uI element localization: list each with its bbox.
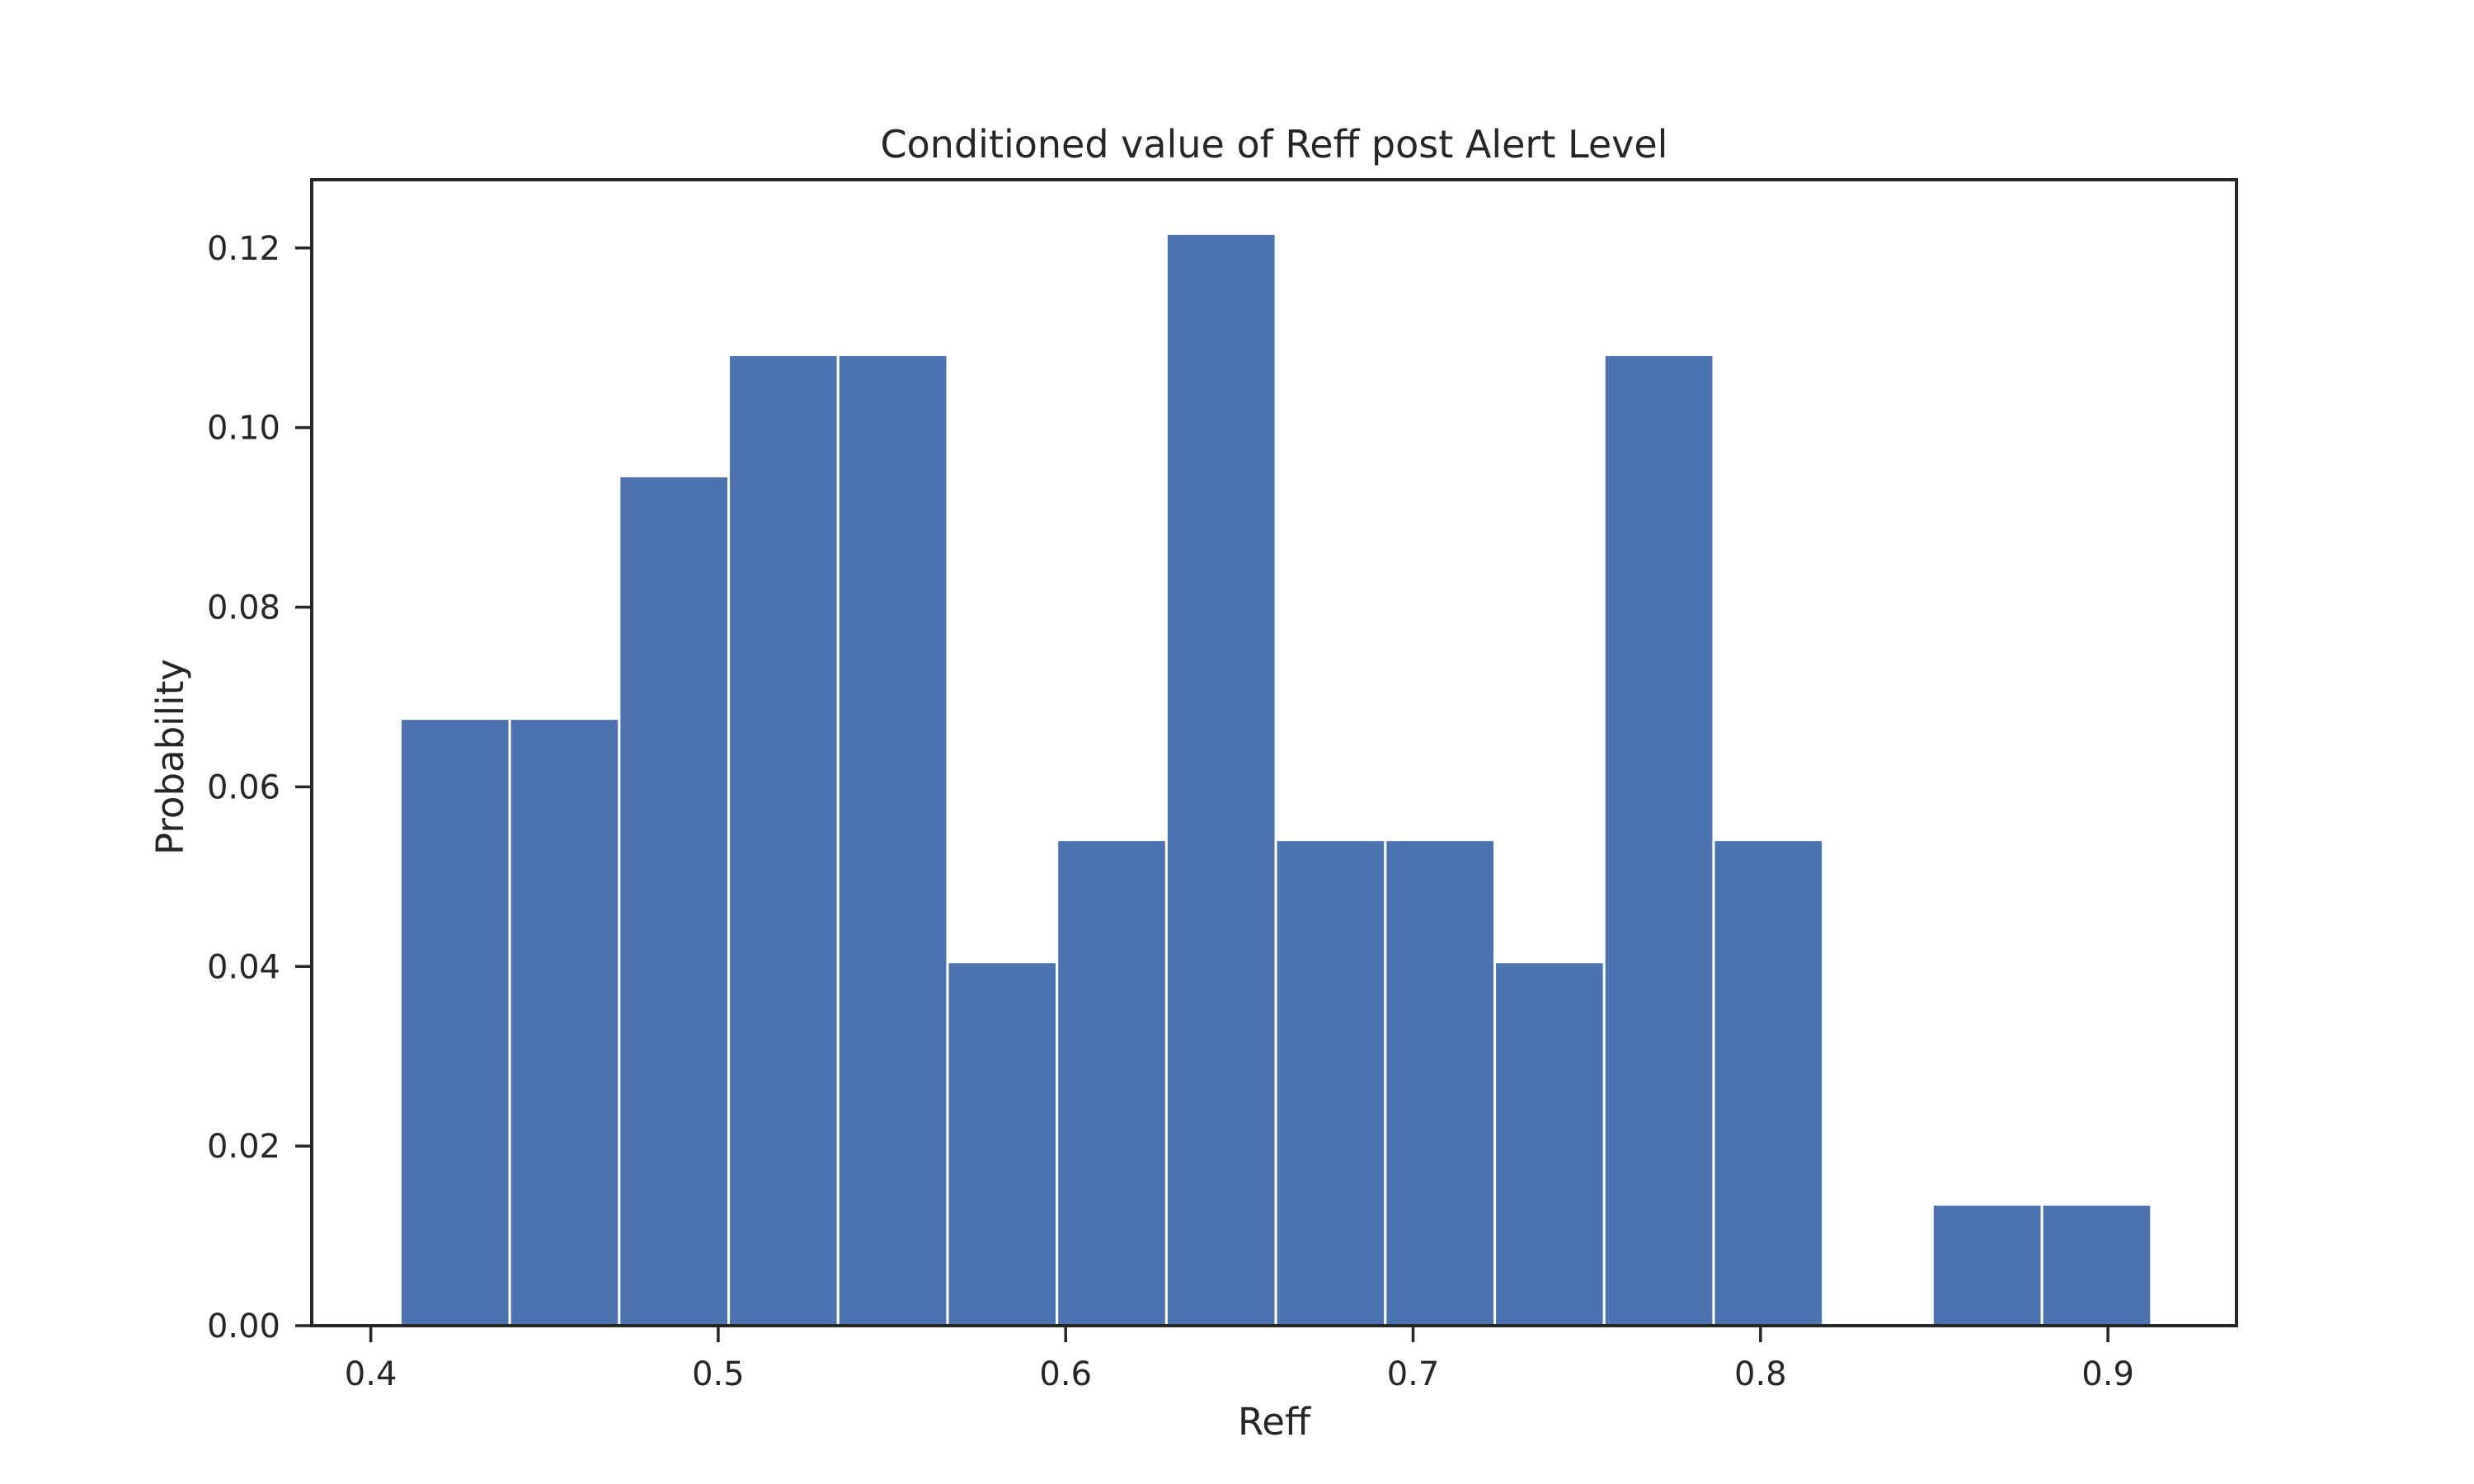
x-tick-label: 0.8: [1734, 1355, 1787, 1393]
histogram-bar-10: [1384, 838, 1497, 1327]
histogram-bar-7: [1056, 838, 1168, 1327]
histogram-bar-13: [1712, 838, 1825, 1327]
chart-title: Conditioned value of Reff post Alert Lev…: [881, 122, 1668, 167]
x-tick-label: 0.7: [1387, 1355, 1440, 1393]
histogram-bar-16: [2040, 1203, 2153, 1327]
histogram-bar-2: [508, 717, 621, 1327]
histogram-bar-4: [727, 353, 840, 1327]
histogram-bar-11: [1493, 960, 1606, 1327]
plot-frame: [310, 178, 2238, 1327]
histogram-bar-15: [1931, 1203, 2044, 1327]
histogram-bar-5: [836, 353, 949, 1327]
x-axis-ticks: 0.4 0.5 0.6 0.7 0.8 0.9: [345, 1326, 2134, 1393]
y-axis-ticks: 0.00 0.02 0.04 0.06 0.08 0.10 0.12: [207, 230, 312, 1345]
histogram-bar-9: [1274, 838, 1387, 1327]
y-tick-label: 0.06: [207, 768, 280, 806]
bars-group: [398, 232, 2153, 1327]
x-tick-label: 0.5: [692, 1355, 745, 1393]
histogram-bar-3: [618, 474, 731, 1327]
histogram-bar-12: [1602, 353, 1715, 1327]
x-tick-label: 0.9: [2081, 1355, 2134, 1393]
x-tick-label: 0.6: [1039, 1355, 1092, 1393]
x-axis-label: Reff: [1238, 1400, 1311, 1444]
y-tick-label: 0.04: [207, 948, 280, 986]
histogram-bar-8: [1164, 232, 1277, 1327]
histogram-bar-6: [946, 960, 1059, 1327]
y-axis-label: Probability: [148, 659, 192, 855]
y-tick-label: 0.00: [207, 1308, 280, 1345]
y-tick-label: 0.08: [207, 589, 280, 627]
histogram-bar-1: [398, 717, 511, 1327]
y-tick-label: 0.02: [207, 1128, 280, 1166]
y-tick-label: 0.12: [207, 230, 280, 268]
y-tick-label: 0.10: [207, 410, 280, 448]
x-tick-label: 0.4: [345, 1355, 397, 1393]
